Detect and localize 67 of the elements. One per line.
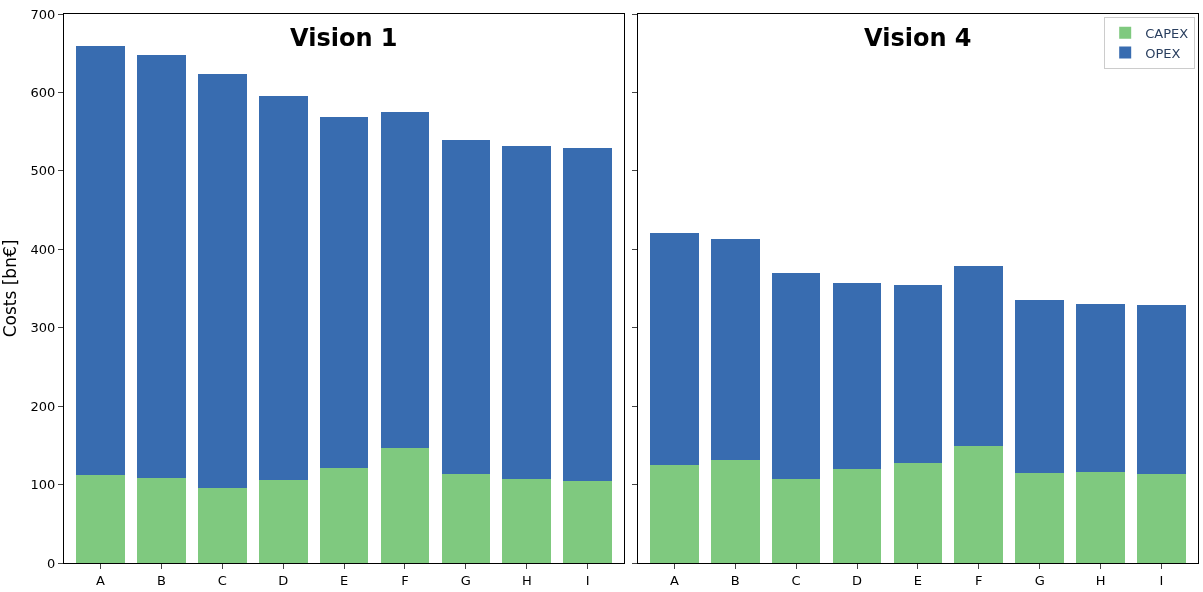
bar bbox=[380, 112, 430, 448]
bar bbox=[954, 446, 1004, 563]
bar bbox=[954, 265, 1004, 447]
y-tick-label: 700 bbox=[30, 6, 56, 22]
bar bbox=[649, 232, 699, 465]
bar bbox=[1076, 304, 1125, 473]
x-tick-label: F bbox=[975, 572, 983, 588]
x-tick-label: G bbox=[1034, 572, 1045, 588]
y-tick-label: 0 bbox=[47, 555, 56, 571]
bar bbox=[137, 54, 186, 479]
chart-title: Vision 1 bbox=[290, 24, 398, 52]
bar bbox=[76, 46, 125, 476]
bar bbox=[502, 479, 552, 563]
bar bbox=[1015, 300, 1065, 473]
x-tick-label: F bbox=[401, 572, 409, 588]
bar bbox=[1076, 472, 1125, 563]
bar bbox=[710, 460, 760, 563]
bar bbox=[893, 285, 943, 463]
bar bbox=[893, 462, 943, 563]
bar bbox=[319, 468, 369, 563]
y-tick-label: 600 bbox=[30, 84, 56, 100]
bar bbox=[441, 474, 491, 563]
y-axis-title: Costs [bn€] bbox=[0, 239, 20, 338]
x-tick-label: E bbox=[339, 572, 349, 588]
legend-label: OPEX bbox=[1145, 45, 1181, 61]
y-tick-label: 300 bbox=[30, 320, 56, 336]
bar bbox=[197, 74, 247, 488]
bar bbox=[502, 145, 552, 480]
bar bbox=[258, 96, 308, 480]
bar bbox=[1137, 474, 1186, 563]
bar bbox=[563, 148, 613, 481]
legend-label: CAPEX bbox=[1145, 25, 1189, 41]
chart-title: Vision 4 bbox=[864, 24, 972, 52]
x-tick-label: H bbox=[1095, 572, 1106, 588]
bar bbox=[1015, 472, 1065, 563]
x-tick-label: B bbox=[156, 572, 166, 588]
bar bbox=[771, 272, 821, 480]
bar bbox=[380, 447, 430, 563]
x-tick-label: B bbox=[730, 572, 740, 588]
x-tick-label: I bbox=[1159, 572, 1164, 588]
x-tick-label: E bbox=[913, 572, 923, 588]
bar bbox=[832, 468, 882, 563]
bar bbox=[441, 140, 491, 475]
bar bbox=[649, 464, 699, 563]
bar bbox=[258, 479, 308, 563]
x-tick-label: D bbox=[852, 572, 863, 588]
bar bbox=[319, 116, 369, 469]
x-tick-label: G bbox=[460, 572, 471, 588]
x-tick-label: C bbox=[791, 572, 801, 588]
bar bbox=[771, 479, 821, 563]
bar bbox=[137, 478, 186, 563]
x-tick-label: I bbox=[585, 572, 590, 588]
bar bbox=[710, 239, 760, 461]
bar bbox=[197, 487, 247, 563]
x-tick-label: H bbox=[521, 572, 532, 588]
y-tick-label: 500 bbox=[30, 163, 56, 179]
y-tick-label: 100 bbox=[30, 477, 56, 493]
x-tick-label: A bbox=[96, 572, 106, 588]
bar bbox=[832, 283, 882, 469]
bar bbox=[1137, 304, 1186, 475]
bar bbox=[563, 480, 613, 563]
bar bbox=[76, 475, 125, 563]
x-tick-label: D bbox=[278, 572, 289, 588]
y-tick-label: 400 bbox=[30, 241, 56, 257]
x-tick-label: C bbox=[217, 572, 227, 588]
y-tick-label: 200 bbox=[30, 398, 56, 414]
x-tick-label: A bbox=[669, 572, 679, 588]
